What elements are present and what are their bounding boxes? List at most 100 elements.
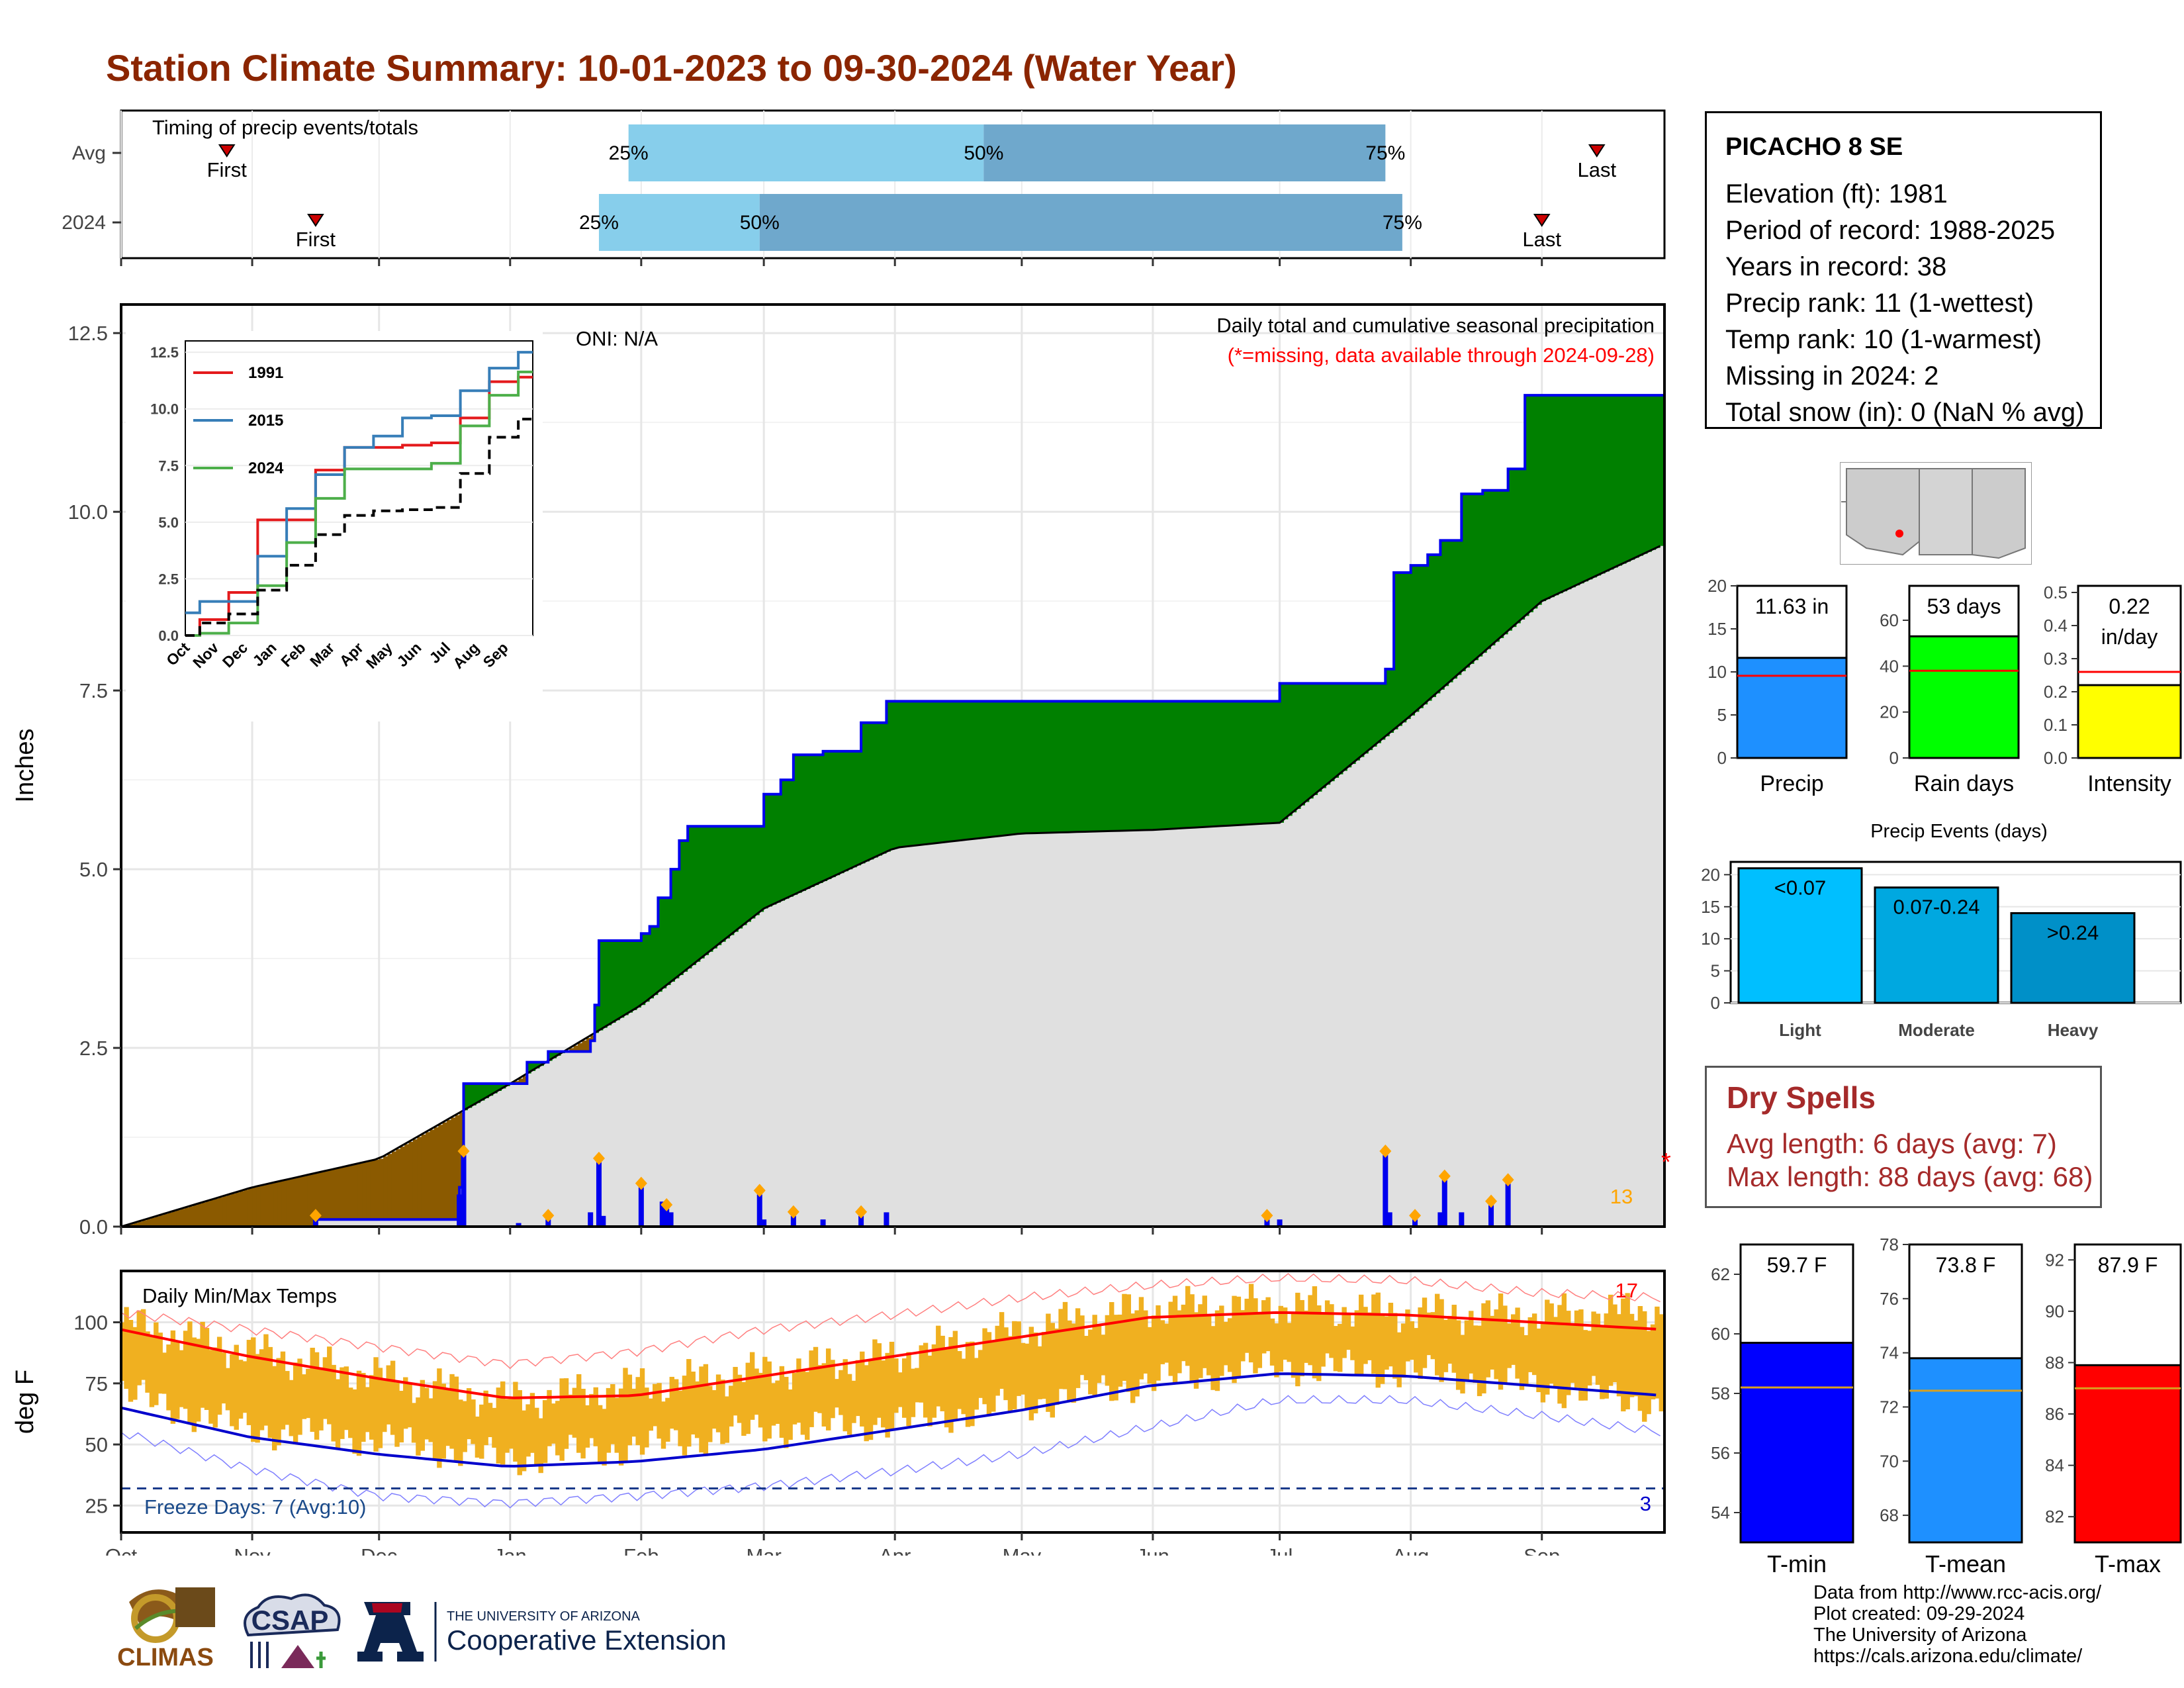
avg-area-segment — [882, 853, 887, 1227]
timing-first-marker — [307, 214, 324, 227]
events-category-label: Light — [1779, 1020, 1821, 1040]
above-avg-area-segment — [717, 826, 722, 945]
below-avg-area-segment — [345, 1166, 350, 1220]
above-avg-area-segment — [1224, 701, 1230, 826]
daily-temp-range-bar — [775, 1380, 780, 1424]
daily-temp-range-bar — [1269, 1318, 1275, 1366]
avg-area-segment — [996, 836, 1001, 1227]
ua-small-text: THE UNIVERSITY OF ARIZONA — [447, 1609, 641, 1624]
avg-area-segment — [484, 1098, 490, 1227]
raindays-label: Rain days — [1914, 771, 2014, 796]
tmax-y-tick-label: 84 — [2045, 1456, 2064, 1476]
daily-temp-range-bar — [377, 1368, 383, 1448]
above-avg-area-segment — [954, 701, 959, 841]
avg-area-segment — [586, 1051, 591, 1227]
events-y-tick-label: 5 — [1711, 961, 1720, 981]
daily-temp-range-bar — [1067, 1320, 1072, 1401]
above-avg-area-segment — [996, 701, 1001, 837]
above-avg-area-segment — [628, 941, 633, 1013]
temp-frame — [120, 1270, 1666, 1534]
intensity-value-text: 0.22 — [2109, 594, 2150, 618]
footer-data-source: Data from http://www.rcc-acis.org/ — [1813, 1582, 2102, 1603]
above-avg-area-segment — [1512, 469, 1517, 628]
avg-area-segment — [1482, 653, 1488, 1227]
avg-area-segment — [552, 1058, 557, 1227]
avg-area-segment — [1529, 612, 1534, 1227]
daily-temp-range-bar — [906, 1352, 911, 1427]
avg-area-segment — [379, 1219, 384, 1227]
daily-temp-range-bar — [623, 1368, 628, 1462]
avg-area-segment — [1207, 827, 1212, 1227]
above-avg-area-segment — [1237, 701, 1242, 825]
avg-area-segment — [1504, 634, 1509, 1227]
above-avg-area-segment — [823, 751, 828, 882]
temperature-panel: 25 50 75 100 Oct Nov Dec Jan Feb Mar Apr May Jun Jul A… — [11, 1270, 1666, 1556]
avg-area-segment — [1381, 739, 1386, 1227]
daily-temp-range-bar — [373, 1357, 379, 1452]
above-avg-area-segment — [1220, 701, 1226, 826]
avg-area-segment — [979, 838, 984, 1227]
below-avg-area-segment — [387, 1154, 392, 1220]
avg-area-segment — [1288, 816, 1293, 1227]
avg-area-segment — [683, 971, 688, 1227]
above-avg-area-segment — [1660, 395, 1665, 546]
daily-temp-range-bar — [1659, 1314, 1664, 1412]
daily-temp-range-bar — [770, 1383, 776, 1426]
daily-temp-range-bar — [1384, 1316, 1389, 1370]
summary-bars-panel: 0 5 10 15 20 11.63 in Precip 0 20 40 60 53 days Rain… — [1707, 576, 2182, 796]
above-avg-area-segment — [1415, 565, 1420, 712]
below-avg-area-segment — [341, 1167, 346, 1220]
above-avg-area-segment — [819, 755, 824, 883]
above-avg-area-segment — [1250, 701, 1255, 825]
daily-temp-range-bar — [584, 1405, 590, 1448]
avg-area-segment — [451, 1219, 456, 1227]
above-avg-area-segment — [886, 701, 891, 852]
above-avg-area-segment — [1491, 490, 1496, 646]
above-avg-area-segment — [861, 722, 866, 864]
daily-temp-range-bar — [517, 1390, 522, 1476]
daily-temp-range-bar — [1219, 1305, 1224, 1376]
avg-area-segment — [1508, 630, 1513, 1227]
above-avg-area-segment — [493, 1084, 498, 1094]
footer-university: The University of Arizona — [1813, 1624, 2027, 1646]
below-avg-area-segment — [231, 1194, 236, 1227]
timing-p50-label: 50% — [740, 212, 780, 234]
avg-area-segment — [557, 1055, 562, 1227]
avg-area-segment — [1072, 831, 1077, 1227]
daily-temp-range-bar — [1156, 1305, 1161, 1381]
avg-area-segment — [569, 1051, 574, 1227]
below-avg-area-segment — [222, 1196, 228, 1227]
daily-temp-range-bar — [1582, 1330, 1588, 1401]
daily-temp-range-bar — [970, 1341, 975, 1427]
avg-area-segment — [1038, 833, 1044, 1227]
daily-temp-range-bar — [1570, 1323, 1575, 1383]
avg-area-segment — [962, 840, 968, 1227]
daily-temp-range-bar — [965, 1342, 971, 1427]
avg-area-segment — [1351, 764, 1357, 1227]
avg-area-segment — [1347, 767, 1352, 1227]
tmean-label: T-mean — [1925, 1550, 2006, 1577]
avg-area-segment — [1297, 808, 1302, 1227]
avg-area-segment — [1203, 827, 1208, 1227]
above-avg-area-segment — [688, 826, 693, 968]
avg-area-segment — [573, 1051, 578, 1227]
avg-area-segment — [1081, 831, 1086, 1227]
daily-temp-range-bar — [1345, 1314, 1351, 1350]
avg-area-segment — [1068, 832, 1073, 1227]
daily-temp-range-bar — [809, 1350, 814, 1427]
above-avg-area-segment — [1026, 701, 1031, 833]
above-avg-area-segment — [1000, 701, 1005, 836]
daily-temp-range-bar — [817, 1365, 823, 1413]
below-avg-area-segment — [582, 1040, 587, 1052]
above-avg-area-segment — [1148, 701, 1154, 830]
daily-temp-range-bar — [1083, 1336, 1089, 1380]
avg-area-segment — [1026, 833, 1031, 1227]
daily-temp-range-bar — [166, 1344, 171, 1411]
avg-area-segment — [1601, 573, 1606, 1227]
below-avg-area-segment — [518, 1078, 523, 1084]
daily-temp-range-bar — [462, 1401, 467, 1452]
above-avg-area-segment — [1554, 395, 1559, 596]
above-avg-area-segment — [1635, 395, 1640, 558]
below-avg-area-segment — [163, 1213, 168, 1227]
avg-area-segment — [430, 1219, 435, 1227]
